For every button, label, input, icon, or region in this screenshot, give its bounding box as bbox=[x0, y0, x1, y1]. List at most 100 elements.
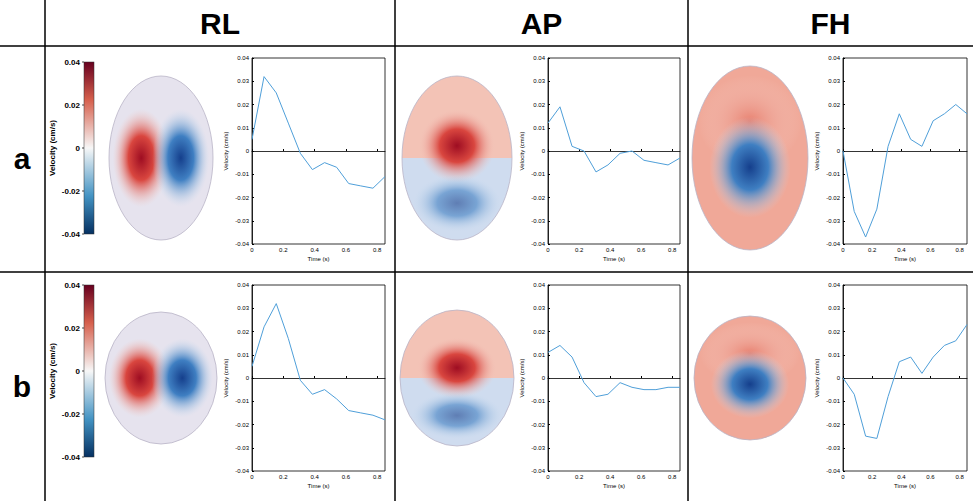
svg-text:0.8: 0.8 bbox=[956, 247, 965, 253]
svg-text:0.03: 0.03 bbox=[828, 305, 840, 311]
svg-text:0.8: 0.8 bbox=[373, 247, 382, 253]
svg-text:-0.04: -0.04 bbox=[531, 241, 545, 247]
svg-text:0: 0 bbox=[837, 148, 841, 154]
svg-text:b: b bbox=[13, 370, 31, 403]
svg-text:-0.03: -0.03 bbox=[531, 445, 545, 451]
svg-text:Velocity (cm/s): Velocity (cm/s) bbox=[519, 131, 525, 170]
svg-text:0.01: 0.01 bbox=[533, 352, 545, 358]
svg-text:-0.03: -0.03 bbox=[531, 218, 545, 224]
svg-text:Velocity (cm/s): Velocity (cm/s) bbox=[519, 358, 525, 397]
svg-text:0.04: 0.04 bbox=[533, 282, 545, 288]
svg-text:Time (s): Time (s) bbox=[308, 483, 330, 489]
svg-text:-0.02: -0.02 bbox=[531, 195, 545, 201]
svg-text:0.8: 0.8 bbox=[373, 474, 382, 480]
svg-text:0.02: 0.02 bbox=[828, 102, 840, 108]
svg-text:0.01: 0.01 bbox=[828, 125, 840, 131]
svg-text:-0.02: -0.02 bbox=[235, 195, 249, 201]
svg-text:0.02: 0.02 bbox=[64, 101, 80, 110]
svg-text:Time (s): Time (s) bbox=[308, 256, 330, 262]
svg-text:-0.01: -0.01 bbox=[531, 171, 545, 177]
svg-text:Velocity (cm/s): Velocity (cm/s) bbox=[48, 343, 57, 399]
svg-text:-0.03: -0.03 bbox=[235, 445, 249, 451]
svg-text:0: 0 bbox=[542, 375, 546, 381]
svg-text:0.02: 0.02 bbox=[533, 102, 545, 108]
svg-text:Time (s): Time (s) bbox=[603, 256, 625, 262]
svg-text:-0.04: -0.04 bbox=[62, 230, 81, 239]
svg-text:0.02: 0.02 bbox=[64, 324, 80, 333]
svg-text:0.8: 0.8 bbox=[956, 474, 965, 480]
svg-text:0: 0 bbox=[837, 375, 841, 381]
svg-text:0.4: 0.4 bbox=[606, 247, 615, 253]
svg-text:0: 0 bbox=[841, 247, 845, 253]
svg-text:0: 0 bbox=[76, 367, 81, 376]
svg-text:0.04: 0.04 bbox=[237, 55, 249, 61]
svg-text:-0.04: -0.04 bbox=[826, 468, 840, 474]
svg-text:Time (s): Time (s) bbox=[894, 483, 916, 489]
svg-text:0.2: 0.2 bbox=[868, 474, 877, 480]
svg-text:0.6: 0.6 bbox=[926, 474, 935, 480]
svg-text:-0.03: -0.03 bbox=[826, 445, 840, 451]
svg-text:a: a bbox=[14, 142, 31, 175]
svg-text:0: 0 bbox=[546, 474, 550, 480]
svg-text:0: 0 bbox=[542, 148, 546, 154]
svg-text:0: 0 bbox=[250, 247, 254, 253]
svg-text:-0.02: -0.02 bbox=[826, 422, 840, 428]
svg-text:-0.01: -0.01 bbox=[531, 398, 545, 404]
svg-text:Time (s): Time (s) bbox=[603, 483, 625, 489]
svg-text:-0.04: -0.04 bbox=[235, 468, 249, 474]
svg-text:0.01: 0.01 bbox=[237, 352, 249, 358]
svg-text:0.03: 0.03 bbox=[828, 78, 840, 84]
svg-text:0: 0 bbox=[76, 144, 81, 153]
svg-text:0: 0 bbox=[246, 375, 250, 381]
svg-text:0.02: 0.02 bbox=[237, 102, 249, 108]
svg-text:0.4: 0.4 bbox=[606, 474, 615, 480]
svg-text:0.8: 0.8 bbox=[668, 247, 677, 253]
svg-text:-0.04: -0.04 bbox=[235, 241, 249, 247]
svg-text:0.03: 0.03 bbox=[237, 78, 249, 84]
svg-text:0.6: 0.6 bbox=[342, 247, 351, 253]
svg-text:0.04: 0.04 bbox=[64, 58, 80, 67]
svg-text:0.8: 0.8 bbox=[668, 474, 677, 480]
svg-text:0.6: 0.6 bbox=[342, 474, 351, 480]
svg-text:0.03: 0.03 bbox=[533, 78, 545, 84]
svg-text:0.01: 0.01 bbox=[237, 125, 249, 131]
svg-text:0.4: 0.4 bbox=[310, 474, 319, 480]
svg-text:0.02: 0.02 bbox=[237, 329, 249, 335]
svg-text:0.2: 0.2 bbox=[575, 474, 584, 480]
svg-text:-0.04: -0.04 bbox=[826, 241, 840, 247]
svg-text:Velocity (cm/s): Velocity (cm/s) bbox=[814, 358, 820, 397]
svg-text:-0.02: -0.02 bbox=[531, 422, 545, 428]
svg-text:0.2: 0.2 bbox=[279, 247, 288, 253]
svg-text:Velocity (cm/s): Velocity (cm/s) bbox=[814, 131, 820, 170]
svg-text:-0.02: -0.02 bbox=[235, 422, 249, 428]
svg-text:0.4: 0.4 bbox=[897, 474, 906, 480]
svg-text:0.6: 0.6 bbox=[637, 247, 646, 253]
svg-text:-0.03: -0.03 bbox=[235, 218, 249, 224]
svg-text:0.6: 0.6 bbox=[926, 247, 935, 253]
svg-text:AP: AP bbox=[521, 7, 563, 40]
svg-text:0.02: 0.02 bbox=[533, 329, 545, 335]
svg-text:-0.02: -0.02 bbox=[826, 195, 840, 201]
svg-text:0.4: 0.4 bbox=[310, 247, 319, 253]
svg-text:0.01: 0.01 bbox=[533, 125, 545, 131]
svg-text:Time (s): Time (s) bbox=[894, 256, 916, 262]
svg-text:0.04: 0.04 bbox=[64, 281, 80, 290]
svg-text:0.2: 0.2 bbox=[279, 474, 288, 480]
svg-text:0: 0 bbox=[841, 474, 845, 480]
svg-text:0: 0 bbox=[246, 148, 250, 154]
svg-text:-0.02: -0.02 bbox=[62, 187, 81, 196]
svg-text:0.03: 0.03 bbox=[237, 305, 249, 311]
svg-text:0.04: 0.04 bbox=[828, 55, 840, 61]
svg-text:FH: FH bbox=[811, 7, 851, 40]
svg-text:-0.01: -0.01 bbox=[826, 398, 840, 404]
svg-text:-0.02: -0.02 bbox=[62, 410, 81, 419]
svg-text:-0.04: -0.04 bbox=[62, 453, 81, 462]
svg-text:0.02: 0.02 bbox=[828, 329, 840, 335]
svg-text:-0.01: -0.01 bbox=[826, 171, 840, 177]
svg-text:Velocity (cm/s): Velocity (cm/s) bbox=[223, 131, 229, 170]
svg-text:0.4: 0.4 bbox=[897, 247, 906, 253]
svg-text:0.04: 0.04 bbox=[237, 282, 249, 288]
svg-text:0.04: 0.04 bbox=[533, 55, 545, 61]
svg-text:-0.01: -0.01 bbox=[235, 398, 249, 404]
svg-text:0: 0 bbox=[250, 474, 254, 480]
